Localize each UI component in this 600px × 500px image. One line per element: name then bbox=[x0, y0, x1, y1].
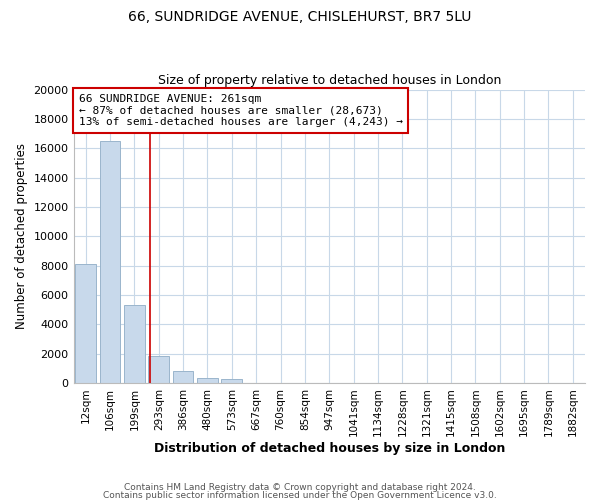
Text: Contains public sector information licensed under the Open Government Licence v3: Contains public sector information licen… bbox=[103, 490, 497, 500]
Bar bbox=[197, 378, 218, 383]
Bar bbox=[124, 305, 145, 383]
Bar bbox=[148, 356, 169, 383]
Bar bbox=[221, 379, 242, 383]
Title: Size of property relative to detached houses in London: Size of property relative to detached ho… bbox=[158, 74, 501, 87]
Bar bbox=[173, 371, 193, 383]
Text: 66 SUNDRIDGE AVENUE: 261sqm
← 87% of detached houses are smaller (28,673)
13% of: 66 SUNDRIDGE AVENUE: 261sqm ← 87% of det… bbox=[79, 94, 403, 127]
Bar bbox=[100, 141, 121, 383]
Y-axis label: Number of detached properties: Number of detached properties bbox=[15, 143, 28, 329]
X-axis label: Distribution of detached houses by size in London: Distribution of detached houses by size … bbox=[154, 442, 505, 455]
Bar bbox=[76, 264, 96, 383]
Text: 66, SUNDRIDGE AVENUE, CHISLEHURST, BR7 5LU: 66, SUNDRIDGE AVENUE, CHISLEHURST, BR7 5… bbox=[128, 10, 472, 24]
Text: Contains HM Land Registry data © Crown copyright and database right 2024.: Contains HM Land Registry data © Crown c… bbox=[124, 484, 476, 492]
